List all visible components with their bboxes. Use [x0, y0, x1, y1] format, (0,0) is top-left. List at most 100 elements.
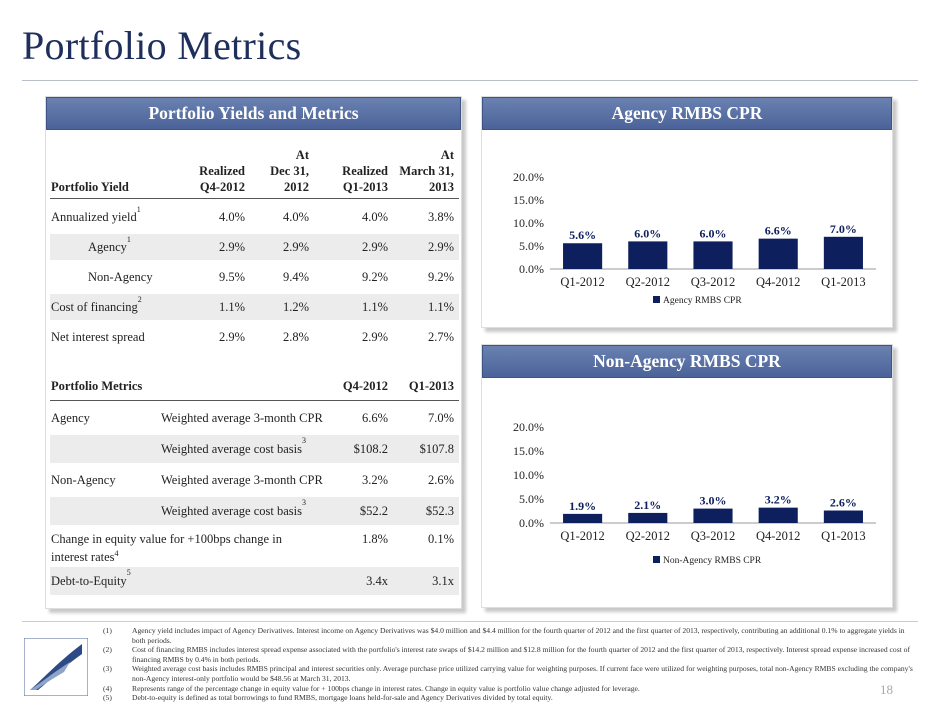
x-tick-label: Q3-2012	[691, 529, 735, 543]
cell: 2.9%	[361, 240, 388, 254]
metrics-label-header: Portfolio Metrics	[51, 379, 143, 393]
yield-label-header: Portfolio Yield	[51, 180, 129, 194]
row-metric: Weighted average 3-month CPR	[161, 411, 323, 425]
cell: 1.1%	[427, 300, 454, 314]
legend-label: Agency RMBS CPR	[663, 296, 742, 306]
legend-swatch	[653, 296, 660, 303]
data-label: 6.0%	[700, 226, 727, 240]
column-header: Q1-2013	[408, 379, 454, 393]
metrics-table-header: Portfolio Metrics Q4-2012 Q1-2013	[50, 373, 459, 399]
cell: 1.8%	[361, 532, 388, 546]
bar	[758, 238, 798, 269]
cell: 2.9%	[361, 330, 388, 344]
cell: 9.2%	[361, 270, 388, 284]
cell: 9.5%	[218, 270, 245, 284]
non-agency-cpr-chart: 0.0% 5.0% 10.0% 15.0% 20.0% 1.9% Q1-2012 2.1% Q2…	[513, 420, 876, 566]
column-header: Realized Q4-2012	[199, 164, 245, 194]
table-rule	[50, 198, 459, 199]
cell: 7.0%	[427, 411, 454, 425]
footnote: (1) Agency yield includes impact of Agenc…	[103, 626, 905, 645]
x-tick-label: Q1-2013	[821, 529, 865, 543]
data-label: 2.1%	[634, 498, 661, 512]
cell: 1.1%	[218, 300, 245, 314]
agency-cpr-panel: Agency RMBS CPR 0.0% 5.0% 10.0% 15.0% 20.0% 5…	[481, 96, 893, 328]
cell: $108.2	[353, 442, 388, 456]
footnote: (4) Represents range of the percentage ch…	[103, 683, 640, 693]
data-label: 6.6%	[765, 224, 792, 238]
table-row: Debt-to-Equity5 3.4x 3.1x	[50, 567, 459, 595]
y-tick-label: 0.0%	[519, 516, 544, 530]
page-title: Portfolio Metrics	[22, 23, 302, 68]
bar	[758, 507, 798, 523]
bar	[628, 512, 668, 523]
x-tick-label: Q1-2012	[560, 275, 604, 289]
metrics-header-row: Portfolio Metrics Q4-2012 Q1-2013	[50, 373, 459, 399]
y-tick-label: 10.0%	[513, 216, 544, 230]
data-label: 3.2%	[765, 493, 792, 507]
data-label: 3.0%	[700, 494, 727, 508]
cell: 4.0%	[282, 210, 309, 224]
row-label: Annualized yield1	[51, 205, 141, 225]
footnote: (5) Debt-to-equity is defined as total bo…	[103, 693, 553, 703]
row-group: Agency	[51, 411, 90, 425]
x-tick-label: Q4-2012	[756, 275, 800, 289]
cell: 2.9%	[282, 240, 309, 254]
column-header: Realized Q1-2013	[342, 164, 388, 194]
cell: 1.2%	[282, 300, 309, 314]
cell: 0.1%	[427, 532, 454, 546]
x-tick-label: Q1-2013	[821, 275, 865, 289]
cell: 9.2%	[427, 270, 454, 284]
row-metric: Weighted average cost basis3	[161, 436, 306, 457]
legend-label: Non-Agency RMBS CPR	[663, 556, 762, 566]
data-label: 6.0%	[634, 226, 661, 240]
table-row: Weighted average cost basis3 $52.2 $52.3	[50, 497, 459, 525]
row-metric: Weighted average cost basis3	[161, 498, 306, 519]
row-label: Agency1	[88, 235, 131, 255]
row-group: Debt-to-Equity5	[51, 568, 131, 589]
table-row: Annualized yield1 4.0% 4.0% 4.0% 3.8%	[50, 204, 459, 230]
bar	[823, 510, 863, 523]
portfolio-yields-header: Portfolio Yields and Metrics	[46, 97, 461, 130]
table-row: Weighted average cost basis3 $108.2 $107…	[50, 435, 459, 463]
cell: 3.4x	[366, 574, 388, 588]
table-row: Non-Agency Weighted average 3-month CPR …	[50, 466, 459, 494]
bar	[693, 508, 733, 523]
cell: 2.7%	[427, 330, 454, 344]
agency-cpr-header: Agency RMBS CPR	[482, 97, 892, 130]
column-header: Q4-2012	[342, 379, 388, 393]
agency-cpr-chart: 0.0% 5.0% 10.0% 15.0% 20.0% 5.6% Q1-2012 6.0% Q2…	[513, 170, 876, 306]
data-label: 7.0%	[830, 222, 857, 236]
legend-swatch	[653, 556, 660, 563]
table-row: Non-Agency 9.5% 9.4% 9.2% 9.2%	[50, 264, 459, 290]
y-tick-label: 10.0%	[513, 468, 544, 482]
y-tick-label: 20.0%	[513, 170, 544, 184]
page-number: 18	[880, 682, 893, 697]
table-row: Cost of financing2 1.1% 1.2% 1.1% 1.1%	[50, 294, 459, 320]
footer-divider	[22, 621, 918, 622]
x-tick-label: Q2-2012	[626, 529, 670, 543]
footnotes: (1) Agency yield includes impact of Agenc…	[103, 626, 913, 703]
table-row: Change in equity value for +100bps chang…	[50, 528, 459, 564]
table-row: Agency1 2.9% 2.9% 2.9% 2.9%	[50, 234, 459, 260]
bar	[693, 241, 733, 269]
row-group: Change in equity value for +100bps chang…	[51, 532, 282, 564]
cell: 6.6%	[361, 411, 388, 425]
bar	[823, 236, 863, 269]
portfolio-yields-panel: Portfolio Yields and Metrics Realized Q4…	[45, 96, 462, 609]
data-label: 1.9%	[569, 499, 596, 513]
y-tick-label: 15.0%	[513, 444, 544, 458]
row-label: Non-Agency	[88, 270, 153, 284]
non-agency-cpr-header: Non-Agency RMBS CPR	[482, 345, 892, 378]
cell: 3.8%	[427, 210, 454, 224]
y-tick-label: 20.0%	[513, 420, 544, 434]
company-logo	[24, 638, 88, 696]
y-tick-label: 0.0%	[519, 262, 544, 276]
data-label: 2.6%	[830, 496, 857, 510]
footnote: (3) Weighted average cost basis includes …	[103, 664, 913, 683]
column-header: At March 31, 2013	[399, 148, 454, 194]
row-metric: Weighted average 3-month CPR	[161, 473, 323, 487]
cell: 1.1%	[361, 300, 388, 314]
cell: 4.0%	[361, 210, 388, 224]
cell: 2.6%	[427, 473, 454, 487]
yield-table-header: Realized Q4-2012 At Dec 31, 2012 Realize…	[50, 147, 459, 195]
